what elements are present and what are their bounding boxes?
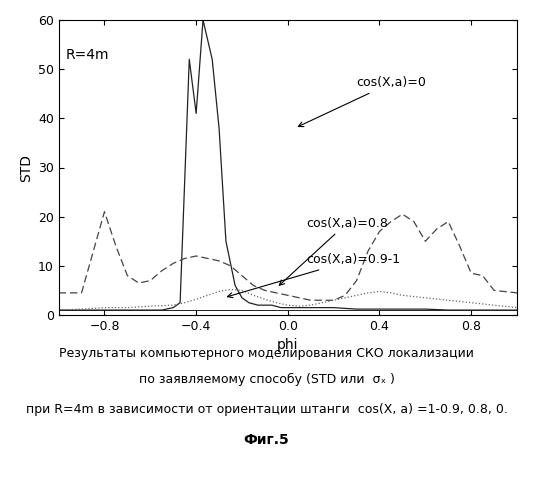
Y-axis label: STD: STD xyxy=(20,154,34,182)
Text: cos(X,a)=0: cos(X,a)=0 xyxy=(298,76,426,126)
X-axis label: phi: phi xyxy=(277,338,298,352)
Text: при R=4m в зависимости от ориентации штанги  cos(X, a) =1-0.9, 0.8, 0.: при R=4m в зависимости от ориентации шта… xyxy=(26,402,507,415)
Text: R=4m: R=4m xyxy=(66,48,109,62)
Text: по заявляемому способу (STD или  σₓ ): по заявляемому способу (STD или σₓ ) xyxy=(139,372,394,386)
Text: Результаты компьютерного моделирования СКО локализации: Результаты компьютерного моделирования С… xyxy=(59,348,474,360)
Text: cos(X,a)=0.8: cos(X,a)=0.8 xyxy=(279,216,388,285)
Text: Фиг.5: Фиг.5 xyxy=(244,432,289,446)
Text: cos(X,a)=0.9-1: cos(X,a)=0.9-1 xyxy=(228,254,400,298)
